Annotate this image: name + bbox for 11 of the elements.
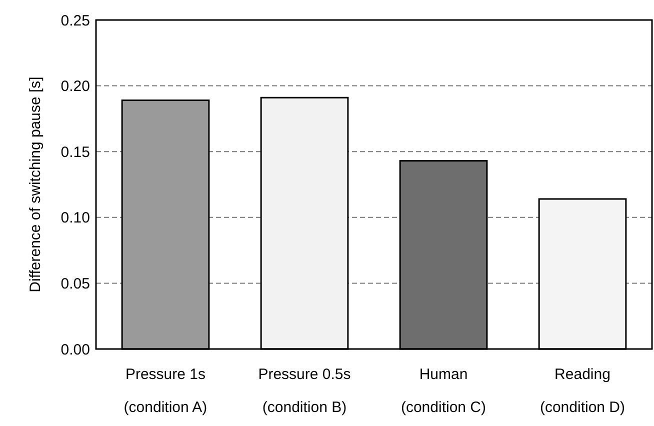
x-tick-label: Reading (condition D)	[540, 366, 626, 416]
y-tick-label: 0.10	[60, 210, 90, 227]
x-tick-label: Human (condition C)	[400, 366, 486, 416]
y-tick-label: 0.00	[60, 341, 90, 358]
x-tick-label: Pressure 1s (condition A)	[124, 366, 208, 416]
y-axis-title: Difference of switching pause [s]	[27, 76, 44, 292]
y-tick-label: 0.20	[60, 78, 90, 96]
x-tick-label: Pressure 0.5s (condition B)	[258, 366, 351, 416]
y-tick-label: 0.05	[60, 275, 90, 292]
y-tick-label: 0.25	[60, 12, 90, 30]
y-tick-label: 0.15	[60, 144, 90, 161]
